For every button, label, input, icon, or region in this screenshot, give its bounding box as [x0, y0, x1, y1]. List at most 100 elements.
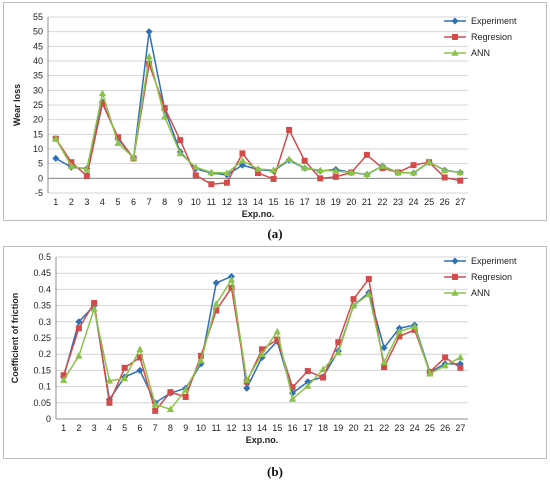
x-tick-label: 2	[76, 423, 81, 433]
friction-chart: 00.050.10.150.20.250.30.350.40.450.51 2 3 4…	[10, 252, 517, 445]
data-point	[457, 364, 464, 371]
data-point	[288, 395, 297, 402]
x-tick-label: 24	[410, 423, 420, 433]
x-tick-label: 1	[53, 197, 58, 207]
y-axis-label: Wear loss	[12, 84, 22, 126]
data-point	[136, 345, 144, 353]
x-tick-label: 15	[272, 423, 282, 433]
data-point	[223, 169, 231, 176]
y-tick-label: 0.45	[33, 268, 51, 278]
y-tick-label: 0	[38, 173, 43, 183]
data-point	[213, 307, 220, 314]
y-tick-label: 25	[33, 100, 43, 110]
data-point	[182, 393, 189, 400]
data-point	[457, 177, 464, 184]
data-point	[332, 173, 339, 180]
x-tick-label: 4	[107, 423, 112, 433]
data-point	[121, 374, 129, 382]
data-point	[83, 165, 91, 173]
data-point	[381, 364, 388, 371]
y-tick-label: 0.4	[38, 284, 51, 294]
data-point	[347, 168, 355, 176]
series-experiment	[52, 28, 464, 179]
x-tick-label: 24	[409, 197, 419, 207]
legend-entry: ANN	[471, 48, 490, 58]
data-point	[167, 389, 174, 396]
x-tick-label: 10	[191, 197, 201, 207]
legend-entry: Regresion	[471, 32, 512, 42]
data-point	[289, 384, 296, 391]
data-point	[145, 52, 153, 60]
data-point	[442, 354, 449, 361]
y-tick-label: 15	[33, 129, 43, 139]
x-tick-label: 17	[303, 423, 313, 433]
x-tick-label: 27	[455, 197, 465, 207]
data-point	[273, 327, 281, 335]
y-tick-label: 0.15	[33, 365, 51, 375]
data-point	[410, 162, 417, 169]
data-point	[304, 368, 311, 375]
x-tick-label: 16	[288, 423, 298, 433]
data-point	[75, 325, 82, 332]
x-tick-label: 25	[425, 423, 435, 433]
series-line	[55, 31, 461, 176]
y-tick-label: 45	[33, 41, 43, 51]
y-tick-label: 0.05	[33, 398, 51, 408]
data-point	[409, 168, 418, 176]
data-point	[317, 175, 324, 182]
x-tick-label: 17	[300, 197, 310, 207]
data-point	[197, 352, 204, 359]
gridlines	[48, 16, 468, 194]
data-point	[363, 151, 370, 158]
data-point	[197, 360, 205, 368]
y-tick-label: 5	[38, 159, 43, 169]
y-tick-label: 20	[33, 115, 43, 125]
legend-entry: Regresion	[471, 272, 512, 282]
x-tick-label: 6	[131, 197, 136, 207]
x-tick-label: 21	[362, 197, 372, 207]
x-tick-label: 5	[122, 423, 127, 433]
y-tick-label: -5	[35, 188, 43, 198]
data-point	[208, 181, 215, 188]
x-tick-label: 16	[284, 197, 294, 207]
y-tick-label: 0.1	[38, 382, 51, 392]
data-point	[105, 376, 114, 384]
x-tick-label: 19	[333, 423, 343, 433]
x-tick-label: 7	[147, 197, 152, 207]
chart-panel-friction: 0 0.05 0.1 0.15 0.2 0.25 0.3 0.35 0.4 0.45 0.5 1 2 3 4…	[3, 246, 547, 459]
data-point	[285, 155, 293, 163]
data-point	[98, 89, 107, 97]
data-point	[238, 156, 247, 164]
data-point	[176, 149, 184, 157]
x-tick-label: 20	[346, 197, 356, 207]
data-point	[68, 159, 75, 166]
data-point	[426, 369, 434, 377]
x-tick-label: 23	[393, 197, 403, 207]
data-point	[441, 361, 449, 369]
x-tick-label: 20	[349, 423, 359, 433]
data-point	[332, 167, 340, 174]
data-point	[254, 165, 262, 172]
series-ann	[52, 52, 464, 178]
data-point	[60, 372, 67, 379]
legend: Experiment Regresion ANN	[444, 16, 517, 58]
data-point	[270, 175, 277, 182]
legend-marker	[451, 49, 459, 56]
series-line	[62, 277, 461, 411]
data-point	[228, 284, 235, 291]
series-regresion	[60, 276, 464, 414]
data-point	[99, 100, 106, 107]
data-point	[60, 376, 68, 383]
data-point	[350, 296, 357, 303]
x-tick-label: 12	[226, 423, 236, 433]
x-tick-label: 8	[162, 197, 167, 207]
gridlines	[56, 256, 468, 420]
data-point	[207, 168, 215, 176]
x-tick-label: 3	[92, 423, 97, 433]
caption-b: (b)	[267, 464, 283, 479]
data-point	[301, 157, 308, 164]
data-point	[378, 162, 387, 169]
x-tick-label: 23	[394, 423, 404, 433]
data-point	[161, 104, 168, 111]
